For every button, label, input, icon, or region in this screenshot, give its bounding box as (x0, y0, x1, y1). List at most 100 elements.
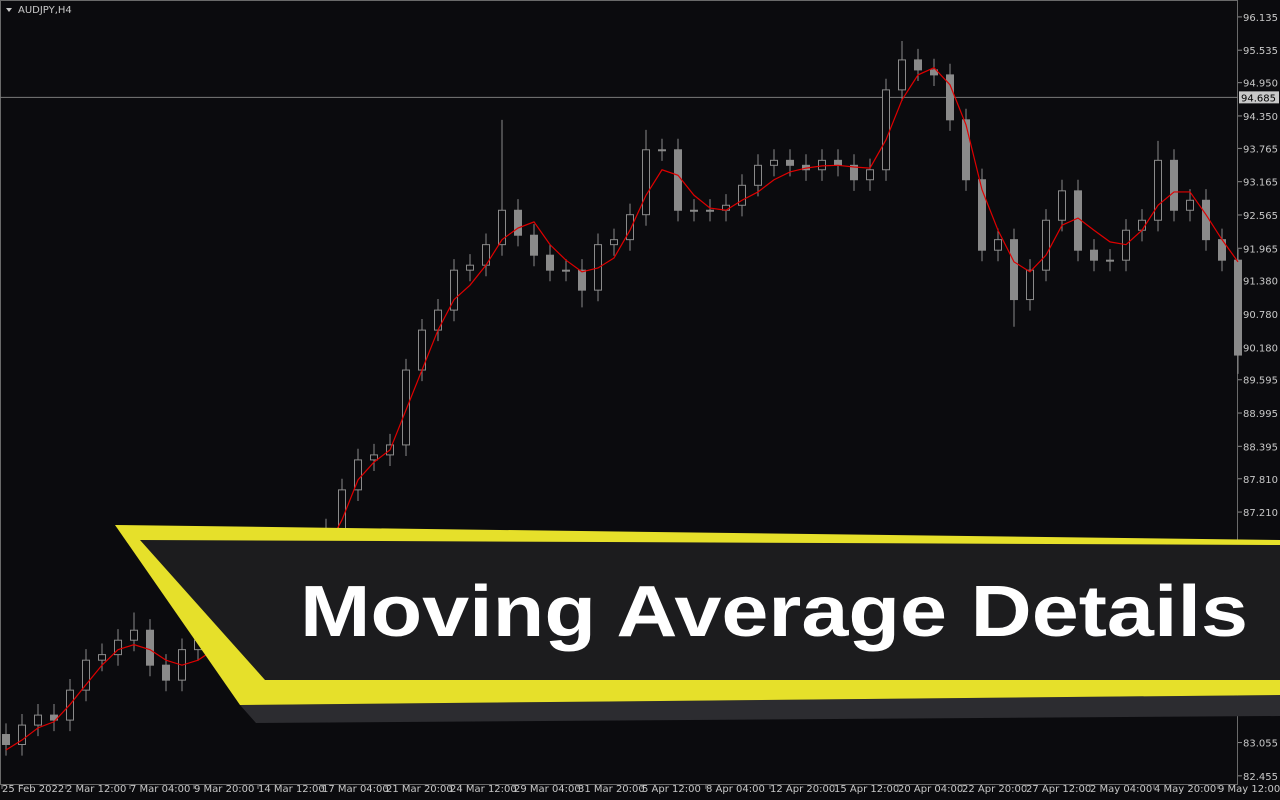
candle-body (978, 179, 986, 251)
candle-body (1010, 239, 1018, 301)
y-tick-label: 94.350 (1243, 112, 1278, 123)
candle-body (146, 629, 154, 666)
candle-body (1170, 159, 1178, 211)
y-tick-label: 83.055 (1243, 739, 1278, 750)
banner-band (140, 540, 1280, 680)
candle-body (466, 264, 474, 271)
x-tick-label: 9 May 12:00 (1218, 784, 1280, 795)
current-price-label: 94.685 (1241, 93, 1276, 104)
x-tick-label: 17 Mar 04:00 (322, 784, 389, 795)
banner: Moving Average Details (115, 525, 1280, 723)
symbol-title: AUDJPY,H4 (18, 5, 72, 16)
y-tick-label: 91.380 (1243, 277, 1278, 288)
x-tick-label: 21 Mar 20:00 (386, 784, 453, 795)
x-tick-label: 29 Mar 04:00 (514, 784, 581, 795)
candle-body (690, 209, 698, 212)
candle-body (402, 369, 410, 446)
candle-body (98, 654, 106, 661)
candle-body (818, 159, 826, 171)
candle-body (1026, 269, 1034, 301)
candle-body (1202, 199, 1210, 241)
candle-body (1106, 259, 1114, 262)
candle-body (610, 239, 618, 246)
banner-title: Moving Average Details (300, 572, 1248, 652)
symbol-menu-icon[interactable] (6, 8, 12, 12)
y-tick-label: 90.180 (1243, 343, 1278, 354)
y-tick-label: 87.810 (1243, 475, 1278, 486)
candle-body (2, 734, 10, 746)
candle-body (626, 214, 634, 241)
x-tick-label: 27 Apr 12:00 (1026, 784, 1091, 795)
candle-body (674, 149, 682, 211)
candle-body (994, 239, 1002, 251)
candle-body (34, 714, 42, 726)
candle-body (850, 164, 858, 181)
y-tick-label: 93.165 (1243, 178, 1278, 189)
candle-body (82, 659, 90, 691)
y-tick-label: 91.965 (1243, 244, 1278, 255)
candle-body (578, 269, 586, 291)
banner-shadow (240, 695, 1280, 723)
candle-body (1154, 159, 1162, 221)
candle-body (962, 119, 970, 181)
candle-body (754, 164, 762, 186)
candle-body (530, 234, 538, 256)
candle-body (642, 149, 650, 216)
candle-body (1234, 259, 1242, 356)
x-tick-label: 12 Apr 20:00 (770, 784, 835, 795)
y-tick-label: 88.395 (1243, 442, 1278, 453)
candle-body (1090, 249, 1098, 261)
x-tick-label: 2 May 04:00 (1090, 784, 1152, 795)
x-tick-label: 7 Mar 04:00 (130, 784, 190, 795)
x-tick-label: 15 Apr 12:00 (834, 784, 899, 795)
x-tick-label: 8 Apr 04:00 (706, 784, 765, 795)
y-tick-label: 96.135 (1243, 13, 1278, 24)
current-price-box (1239, 91, 1279, 104)
candle-body (514, 209, 522, 236)
candle-body (370, 454, 378, 461)
plot-border (0, 0, 1238, 785)
candle-body (770, 159, 778, 166)
candle-body (114, 639, 122, 656)
x-tick-label: 24 Mar 12:00 (450, 784, 517, 795)
x-tick-label: 2 Mar 12:00 (66, 784, 126, 795)
candle-body (1058, 190, 1066, 221)
x-tick-label: 4 May 20:00 (1154, 784, 1216, 795)
candle-body (898, 59, 906, 91)
candle-body (866, 169, 874, 181)
x-tick-label: 31 Mar 20:00 (578, 784, 645, 795)
y-tick-label: 87.210 (1243, 508, 1278, 519)
candle-body (562, 269, 570, 272)
x-tick-label: 20 Apr 04:00 (898, 784, 963, 795)
y-tick-label: 92.565 (1243, 211, 1278, 222)
candle-body (354, 459, 362, 491)
candle-body (786, 159, 794, 166)
candle-body (930, 69, 938, 76)
candle-body (658, 149, 666, 152)
y-tick-label: 95.535 (1243, 46, 1278, 57)
candle-body (1186, 199, 1194, 211)
x-tick-label: 14 Mar 12:00 (258, 784, 325, 795)
candle-body (498, 209, 506, 246)
candle-body (946, 74, 954, 121)
candle-body (834, 159, 842, 166)
candle-body (914, 59, 922, 71)
x-tick-label: 25 Feb 2022 (2, 784, 64, 795)
x-tick-label: 22 Apr 20:00 (962, 784, 1027, 795)
y-tick-label: 82.455 (1243, 772, 1278, 783)
y-tick-label: 93.765 (1243, 144, 1278, 155)
y-tick-label: 89.595 (1243, 376, 1278, 387)
x-tick-label: 5 Apr 12:00 (642, 784, 701, 795)
candle-body (450, 269, 458, 311)
candle-body (130, 629, 138, 641)
candle-body (434, 309, 442, 331)
candle-body (546, 254, 554, 271)
y-tick-label: 88.995 (1243, 409, 1278, 420)
candle-body (738, 184, 746, 206)
x-tick-label: 9 Mar 20:00 (194, 784, 254, 795)
y-tick-label: 94.950 (1243, 79, 1278, 90)
candle-body (1042, 219, 1050, 271)
candle-body (18, 724, 26, 746)
